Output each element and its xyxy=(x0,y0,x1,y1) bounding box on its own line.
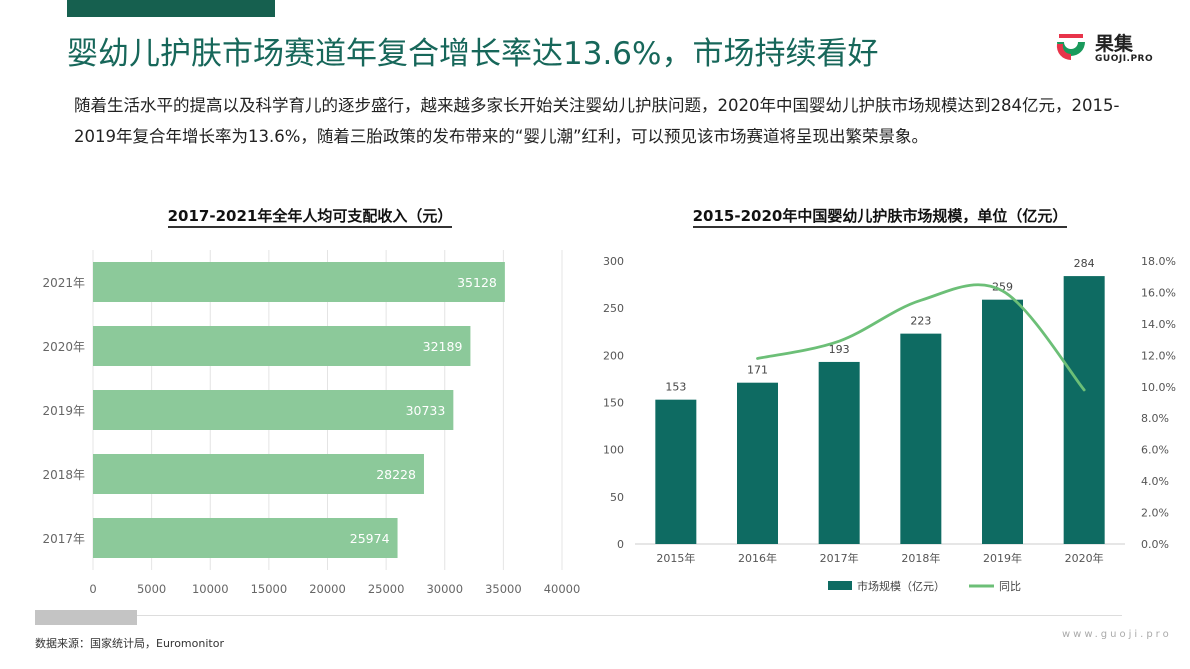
x-tick-label: 20000 xyxy=(309,582,346,596)
x-tick-label: 2016年 xyxy=(738,551,777,565)
x-tick-label: 35000 xyxy=(485,582,522,596)
y-tick-label: 2021年 xyxy=(42,276,85,290)
bar-value-label: 35128 xyxy=(457,275,497,290)
logo-subtitle: GUOJI.PRO xyxy=(1095,54,1154,64)
intro-paragraph: 随着生活水平的提高以及科学育儿的逐步盛行，越来越多家长开始关注婴幼儿护肤问题，2… xyxy=(74,96,1120,146)
bar-value-label: 284 xyxy=(1074,257,1095,270)
legend-bar-swatch xyxy=(828,581,852,590)
x-tick-label: 30000 xyxy=(426,582,463,596)
x-tick-label: 5000 xyxy=(137,582,166,596)
left-y-tick-label: 0 xyxy=(617,538,624,551)
page-title: 婴幼儿护肤市场赛道年复合增长率达13.6%，市场持续看好 xyxy=(67,36,879,72)
bar-value-label: 171 xyxy=(747,364,768,377)
market-size-bar xyxy=(900,333,942,544)
x-tick-label: 15000 xyxy=(251,582,288,596)
right-y-tick-label: 12.0% xyxy=(1141,349,1176,362)
market-size-bar xyxy=(818,361,860,544)
market-size-bar xyxy=(737,382,778,544)
x-tick-label: 2015年 xyxy=(656,551,695,565)
left-y-tick-label: 200 xyxy=(603,349,624,362)
x-tick-label: 2018年 xyxy=(901,551,940,565)
right-y-tick-label: 8.0% xyxy=(1141,412,1169,425)
legend-line-label: 同比 xyxy=(999,580,1021,593)
y-tick-label: 2019年 xyxy=(42,404,85,418)
footer-accent-bar xyxy=(35,610,137,625)
x-tick-label: 40000 xyxy=(544,582,581,596)
bar-value-label: 28228 xyxy=(376,467,416,482)
right-y-tick-label: 18.0% xyxy=(1141,255,1176,268)
left-y-tick-label: 100 xyxy=(603,444,624,457)
x-tick-label: 10000 xyxy=(192,582,229,596)
y-tick-label: 2020年 xyxy=(42,340,85,354)
top-accent-bar xyxy=(67,0,275,17)
bar-value-label: 153 xyxy=(665,381,686,394)
x-tick-label: 2019年 xyxy=(983,551,1022,565)
bar-value-label: 223 xyxy=(910,315,931,328)
legend-bar-label: 市场规模（亿元） xyxy=(857,579,945,593)
logo-mark-icon xyxy=(1056,34,1085,61)
right-chart-title-text: 2015-2020年中国婴幼儿护肤市场规模，单位（亿元） xyxy=(692,207,1068,228)
right-y-tick-label: 2.0% xyxy=(1141,507,1169,520)
right-y-tick-label: 0.0% xyxy=(1141,538,1169,551)
x-tick-label: 25000 xyxy=(368,582,405,596)
market-size-bar xyxy=(982,299,1023,544)
income-bar xyxy=(93,326,471,366)
x-tick-label: 2017年 xyxy=(820,551,859,565)
income-bar xyxy=(93,518,398,558)
right-chart-title: 2015-2020年中国婴幼儿护肤市场规模，单位（亿元） xyxy=(640,205,1120,228)
left-y-tick-label: 50 xyxy=(610,491,624,504)
bar-value-label: 193 xyxy=(829,343,850,356)
income-bar xyxy=(93,454,424,494)
right-y-tick-label: 4.0% xyxy=(1141,475,1169,488)
left-y-tick-label: 150 xyxy=(603,397,624,410)
right-y-tick-label: 10.0% xyxy=(1141,381,1176,394)
right-y-tick-label: 6.0% xyxy=(1141,444,1169,457)
left-y-tick-label: 300 xyxy=(603,255,624,268)
brand-logo: 果集 GUOJI.PRO xyxy=(1053,28,1163,70)
bar-value-label: 25974 xyxy=(350,531,390,546)
y-tick-label: 2017年 xyxy=(42,532,85,546)
left-chart-title: 2017-2021年全年人均可支配收入（元） xyxy=(90,205,530,228)
income-bar xyxy=(93,390,454,430)
y-tick-label: 2018年 xyxy=(42,468,85,482)
market-size-bar xyxy=(655,399,697,544)
footer-divider xyxy=(35,615,1122,616)
right-y-tick-label: 14.0% xyxy=(1141,318,1176,331)
bar-value-label: 259 xyxy=(992,281,1013,294)
data-source: 数据来源：国家统计局，Euromonitor xyxy=(35,637,224,650)
right-y-tick-label: 16.0% xyxy=(1141,286,1176,299)
bar-value-label: 32189 xyxy=(423,339,463,354)
left-chart-title-text: 2017-2021年全年人均可支配收入（元） xyxy=(167,207,453,228)
yoy-growth-line xyxy=(756,283,1086,392)
left-y-tick-label: 250 xyxy=(603,302,624,315)
x-tick-label: 0 xyxy=(89,582,96,596)
income-bar xyxy=(93,262,505,302)
logo-name: 果集 xyxy=(1095,33,1134,55)
bar-value-label: 30733 xyxy=(406,403,446,418)
website-url: www.guoji.pro xyxy=(1062,629,1172,640)
x-tick-label: 2020年 xyxy=(1065,551,1104,565)
market-size-bar xyxy=(1063,276,1105,544)
